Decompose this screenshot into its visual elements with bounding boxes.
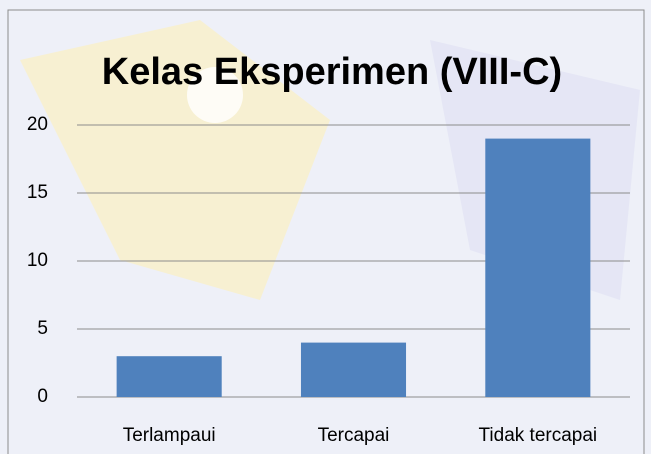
bar (301, 343, 406, 397)
x-tick-label: Tercapai (318, 425, 390, 446)
y-tick-label: 0 (37, 386, 48, 407)
y-tick-label: 20 (27, 114, 48, 135)
y-tick-label: 10 (27, 250, 48, 271)
chart: Kelas Eksperimen (VIII-C) 0 5 10 15 20 Terlam… (0, 0, 651, 454)
bar (117, 356, 222, 397)
y-tick-label: 15 (27, 182, 48, 203)
chart-title: Kelas Eksperimen (VIII-C) (102, 51, 562, 93)
x-tick-label: Terlampaui (123, 425, 216, 446)
bar (485, 139, 590, 397)
y-tick-label: 5 (37, 318, 48, 339)
x-tick-label: Tidak tercapai (479, 425, 598, 446)
